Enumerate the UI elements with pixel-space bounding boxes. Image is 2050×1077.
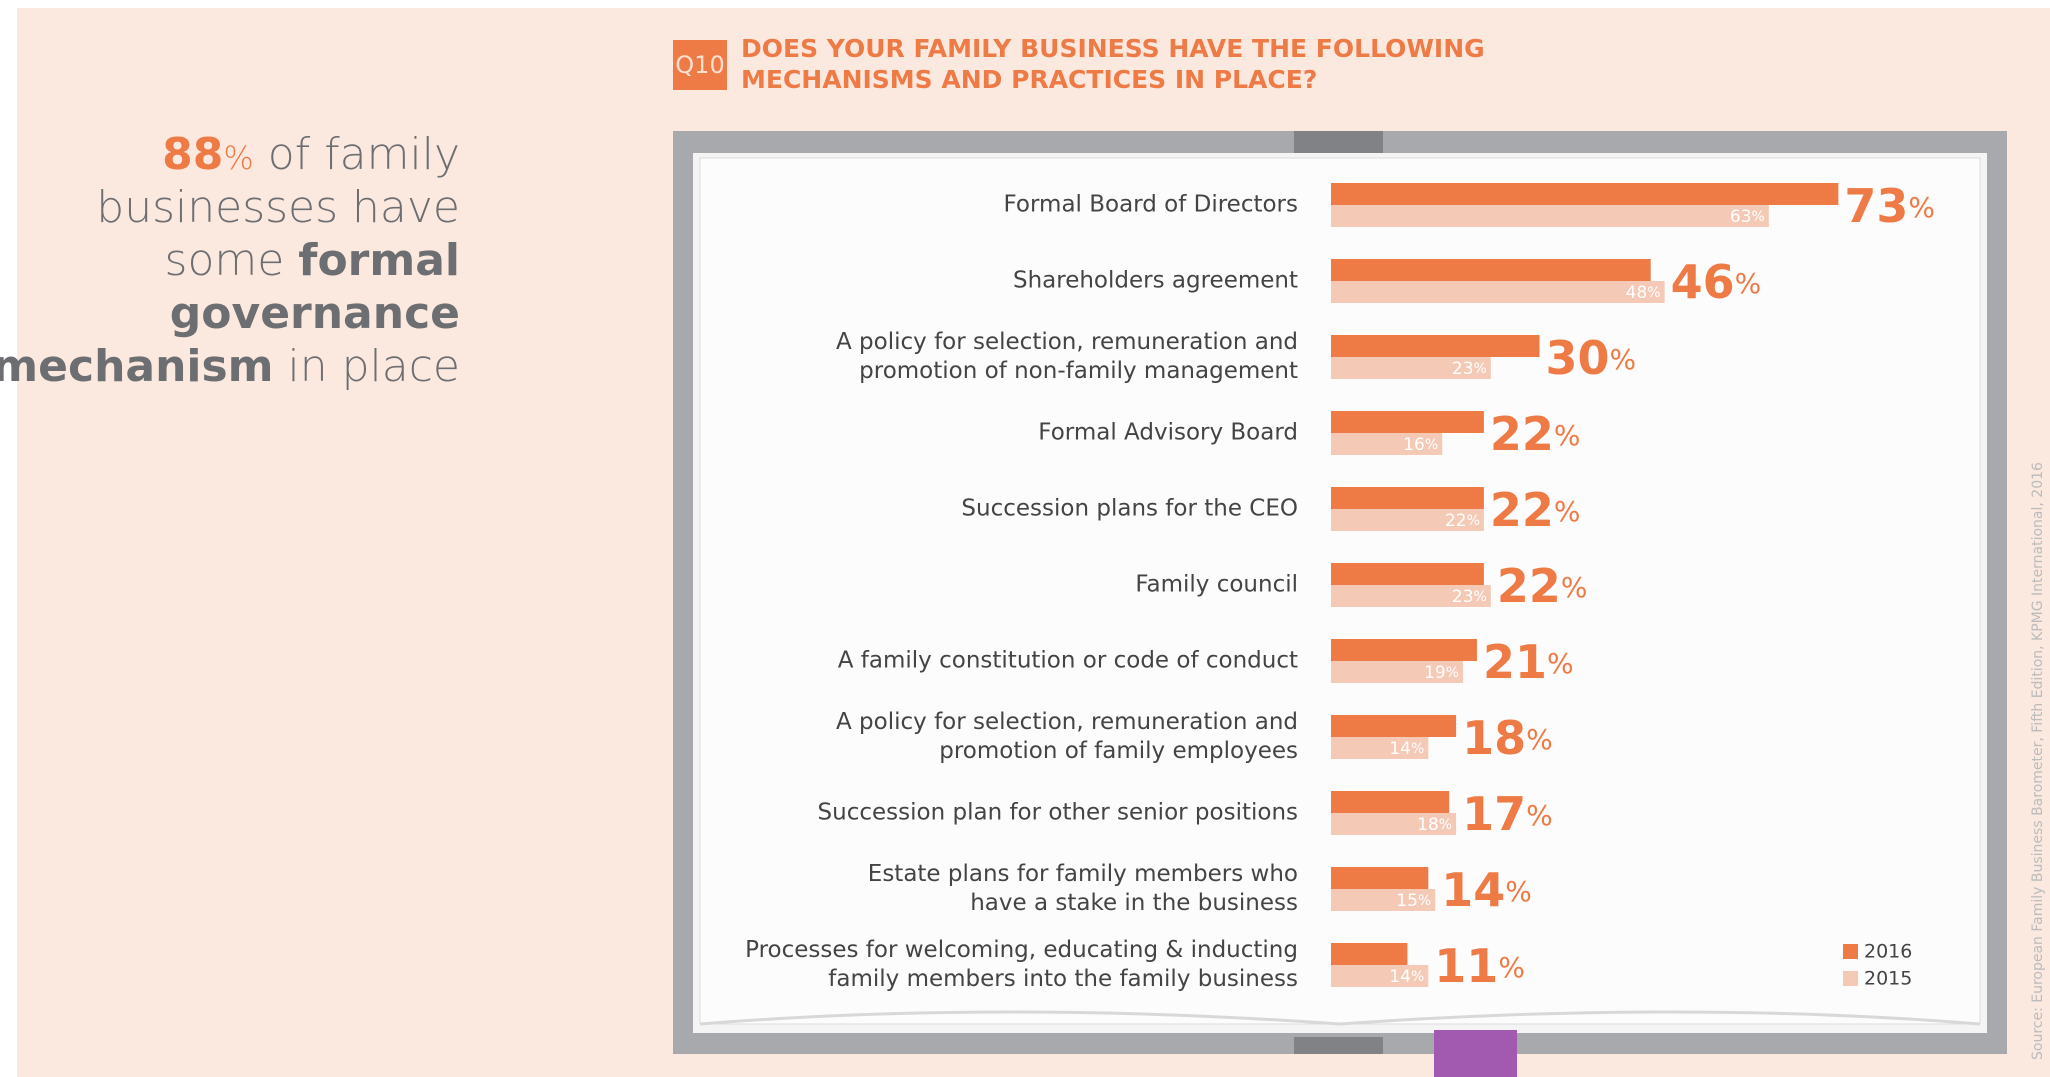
page-curve: [699, 1010, 1981, 1026]
bar: [1331, 867, 1429, 889]
value-label: 19%: [1424, 663, 1459, 683]
value-label: 14%: [1389, 967, 1424, 987]
bar: [1331, 965, 1429, 987]
bar: [1331, 205, 1769, 227]
category-label: Estate plans for family members who have…: [867, 861, 1298, 916]
headline-line: mechanism in place: [0, 340, 460, 393]
legend-label: 2016: [1864, 941, 1912, 963]
bar: [1331, 813, 1457, 835]
category-label: A policy for selection, remuneration and…: [836, 329, 1298, 384]
bar: [1331, 411, 1484, 433]
value-label: 63%: [1730, 207, 1765, 227]
bar: [1331, 889, 1436, 911]
category-label: Family council: [1135, 571, 1298, 598]
question-number: Q10: [673, 40, 727, 90]
headline-percent: %: [223, 139, 254, 177]
value-label: 23%: [1452, 359, 1487, 379]
bar: [1331, 487, 1484, 509]
tab: [1294, 1037, 1383, 1054]
category-label: Succession plans for the CEO: [961, 495, 1298, 522]
category-label: A policy for selection, remuneration and…: [836, 709, 1298, 764]
category-label: Processes for welcoming, educating & ind…: [745, 937, 1298, 992]
value-label: 18%: [1417, 815, 1452, 835]
category-label: Succession plan for other senior positio…: [817, 799, 1298, 826]
headline-line: governance: [170, 287, 460, 340]
headline-text: some: [164, 235, 299, 286]
value-label: 30%: [1546, 331, 1637, 385]
headline-line: some formal: [165, 234, 460, 287]
tab: [1434, 1030, 1517, 1077]
category-label: Formal Advisory Board: [1038, 419, 1298, 446]
value-label: 15%: [1396, 891, 1431, 911]
value-label: 73%: [1844, 179, 1935, 233]
category-label: Formal Board of Directors: [1003, 191, 1299, 218]
value-label: 21%: [1483, 635, 1574, 689]
value-label: 18%: [1462, 711, 1553, 765]
headline-bold: governance: [169, 288, 460, 339]
value-label: 48%: [1626, 283, 1661, 303]
legend-label: 2015: [1864, 968, 1912, 990]
value-label: 11%: [1434, 939, 1525, 993]
value-label: 14%: [1389, 739, 1424, 759]
tab: [1294, 131, 1383, 153]
headline-line: businesses have: [96, 181, 460, 234]
bar: [1331, 791, 1450, 813]
value-label: 14%: [1441, 863, 1532, 917]
bar: [1331, 661, 1464, 683]
value-label: 22%: [1490, 407, 1581, 461]
bar: [1331, 335, 1540, 357]
headline-bold: mechanism: [0, 341, 274, 392]
bar: [1331, 281, 1665, 303]
bar: [1331, 639, 1477, 661]
value-label: 22%: [1497, 559, 1588, 613]
value-label: 22%: [1445, 511, 1480, 531]
bar: [1331, 715, 1457, 737]
value-label: 16%: [1403, 435, 1438, 455]
headline-line: 88% of family: [162, 128, 460, 185]
headline-text: businesses have: [96, 182, 460, 233]
bar: [1331, 737, 1429, 759]
value-label: 22%: [1490, 483, 1581, 537]
category-label: Shareholders agreement: [1012, 267, 1298, 294]
bar: [1331, 433, 1443, 455]
legend-swatch: [1843, 944, 1858, 959]
legend-swatch: [1843, 971, 1858, 986]
category-label: A family constitution or code of conduct: [837, 647, 1298, 674]
headline-text: in place: [273, 341, 460, 392]
bar: [1331, 585, 1491, 607]
headline-number: 88: [162, 129, 224, 180]
bar: [1331, 357, 1491, 379]
bar: [1331, 943, 1408, 965]
bar: [1331, 509, 1484, 531]
value-label: 17%: [1462, 787, 1553, 841]
headline-bold: formal: [298, 235, 460, 286]
headline-text: of family: [253, 129, 460, 180]
chart-title: DOES YOUR FAMILY BUSINESS HAVE THE FOLLO…: [741, 34, 1485, 63]
value-label: 23%: [1452, 587, 1487, 607]
bar: [1331, 259, 1651, 281]
bar: [1331, 183, 1839, 205]
chart-title: MECHANISMS AND PRACTICES IN PLACE?: [741, 65, 1318, 94]
bar: [1331, 563, 1484, 585]
value-label: 46%: [1671, 255, 1762, 309]
